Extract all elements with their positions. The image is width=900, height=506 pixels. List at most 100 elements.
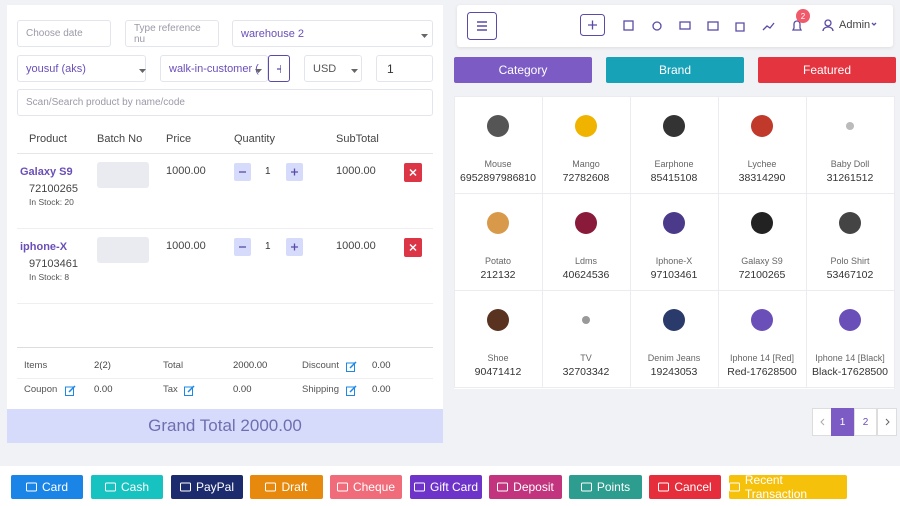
- product-thumb: [575, 115, 597, 137]
- button-icon: [413, 482, 425, 492]
- summary-value: 0.00: [372, 360, 391, 371]
- payment-button[interactable]: Draft: [250, 475, 323, 499]
- menu-button[interactable]: [467, 12, 497, 40]
- biller-select[interactable]: yousuf (aks): [17, 55, 146, 82]
- stock-info: In Stock: 8: [29, 272, 70, 282]
- date-input[interactable]: Choose date: [17, 20, 111, 47]
- page-next[interactable]: [877, 408, 897, 436]
- batch-input[interactable]: [97, 237, 149, 263]
- product-code: 72782608: [562, 172, 610, 184]
- product-thumb: [751, 212, 773, 234]
- product-image: [747, 111, 777, 141]
- reference-input[interactable]: Type reference nu: [125, 20, 219, 47]
- page-number[interactable]: 1: [831, 408, 854, 436]
- header-icons: [580, 14, 877, 36]
- page-number[interactable]: 2: [854, 408, 877, 436]
- summary-label: Tax: [163, 384, 178, 395]
- product-code: 97103461: [650, 269, 698, 281]
- user-name[interactable]: Admin: [839, 19, 871, 31]
- delete-button[interactable]: [404, 163, 422, 182]
- payment-button[interactable]: Points: [569, 475, 642, 499]
- button-label: Cheque: [352, 480, 396, 494]
- product-name: Denim Jeans: [647, 353, 701, 363]
- payment-button[interactable]: Deposit: [489, 475, 562, 499]
- summary-label: Total: [163, 360, 184, 371]
- edit-icon[interactable]: [184, 385, 195, 396]
- delete-icon: [409, 243, 417, 252]
- button-label: Draft: [281, 480, 308, 494]
- filter-tab[interactable]: Brand: [606, 57, 744, 83]
- payment-button[interactable]: PayPal: [171, 475, 243, 499]
- qty-minus[interactable]: [234, 238, 251, 256]
- qty-minus[interactable]: [234, 163, 251, 181]
- product-thumb: [839, 309, 861, 331]
- summary-value: 2000.00: [233, 360, 268, 371]
- product-image: [483, 208, 513, 238]
- product-image: [659, 208, 689, 238]
- payment-button[interactable]: Gift Card: [410, 475, 482, 499]
- button-icon: [336, 482, 348, 492]
- summary-value: 0.00: [233, 384, 252, 395]
- product-image: [659, 305, 689, 335]
- caret: [351, 65, 358, 73]
- product-name: Lychee: [747, 159, 777, 169]
- product-code: 85415108: [650, 172, 698, 184]
- caret-icon: [255, 69, 262, 73]
- plus-icon: [291, 243, 298, 251]
- add-customer-button[interactable]: [268, 55, 290, 82]
- product-name: Polo Shirt: [830, 256, 870, 266]
- currency-select[interactable]: USD: [304, 55, 362, 82]
- button-icon: [580, 482, 592, 492]
- button-label: Cancel: [674, 480, 712, 494]
- product-card[interactable]: [806, 290, 895, 388]
- product-thumb: [846, 122, 854, 130]
- product-code: 72100265: [738, 269, 786, 281]
- exchange-rate-input[interactable]: 1: [376, 55, 433, 82]
- payment-button[interactable]: Cancel: [649, 475, 721, 499]
- delete-icon: [409, 168, 417, 177]
- edit-icon[interactable]: [346, 385, 357, 396]
- edit-glyph: [184, 385, 195, 396]
- subtotal: 1000.00: [336, 165, 376, 177]
- filter-tab[interactable]: Featured: [758, 57, 896, 83]
- product-code: 72100265: [29, 183, 78, 195]
- product-name: Shoe: [487, 353, 509, 363]
- summary-label: Discount: [302, 360, 339, 371]
- payment-button[interactable]: Cheque: [330, 475, 402, 499]
- column-header: Batch No: [97, 133, 143, 145]
- edit-icon[interactable]: [65, 385, 76, 396]
- minus-icon: [239, 171, 246, 173]
- button-label: Points: [596, 480, 631, 494]
- product-thumb: [575, 212, 597, 234]
- page-prev[interactable]: [812, 408, 832, 436]
- edit-icon[interactable]: [346, 361, 357, 372]
- button-icon: [265, 482, 277, 492]
- payment-button[interactable]: Recent Transaction: [729, 473, 847, 501]
- product-code: 6952897986810: [460, 172, 536, 184]
- product-thumb: [663, 212, 685, 234]
- column-header: Quantity: [234, 133, 275, 145]
- delete-button[interactable]: [404, 238, 422, 257]
- quantity: 1: [265, 166, 271, 177]
- button-icon: [658, 482, 670, 492]
- payment-button[interactable]: Card: [11, 475, 83, 499]
- summary-row-rule: [17, 378, 433, 379]
- product-code: 31261512: [826, 172, 874, 184]
- summary-label: Items: [24, 360, 48, 371]
- product-thumb: [487, 309, 509, 331]
- product-image: [747, 305, 777, 335]
- product-name: Iphone 14 [Black]: [815, 353, 885, 363]
- customer-select[interactable]: walk-in-customer (: [160, 55, 268, 82]
- payment-button[interactable]: Cash: [91, 475, 163, 499]
- filter-tab[interactable]: Category: [454, 57, 592, 83]
- batch-input[interactable]: [97, 162, 149, 188]
- qty-plus[interactable]: [286, 163, 303, 181]
- qty-plus[interactable]: [286, 238, 303, 256]
- scan-input[interactable]: Scan/Search product by name/code: [17, 89, 433, 116]
- prev-icon: [820, 418, 825, 426]
- product-image: [483, 305, 513, 335]
- caret-icon: [421, 34, 428, 38]
- product-thumb: [751, 115, 773, 137]
- product-code: 19243053: [650, 366, 698, 378]
- warehouse-select[interactable]: warehouse 2: [232, 20, 433, 47]
